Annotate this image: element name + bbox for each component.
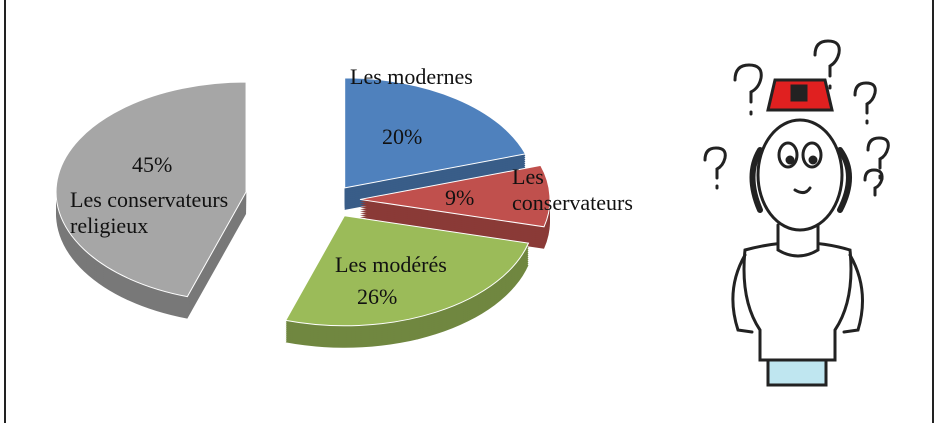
value-label: 20% xyxy=(382,124,423,149)
pie xyxy=(55,77,551,348)
slice xyxy=(344,77,527,189)
slice-label: Les modernes xyxy=(350,64,473,89)
slice xyxy=(55,81,247,298)
cartoon xyxy=(703,39,890,387)
value-label: 26% xyxy=(357,284,398,309)
slice xyxy=(284,215,530,327)
slice-label: Les modérés xyxy=(335,252,447,277)
slice-label: Les conservateurs religieux xyxy=(70,187,229,238)
slice-label: Les conservateurs xyxy=(512,164,633,215)
slice xyxy=(359,164,551,228)
value-label: 45% xyxy=(132,152,173,177)
value-label: 9% xyxy=(445,185,475,210)
